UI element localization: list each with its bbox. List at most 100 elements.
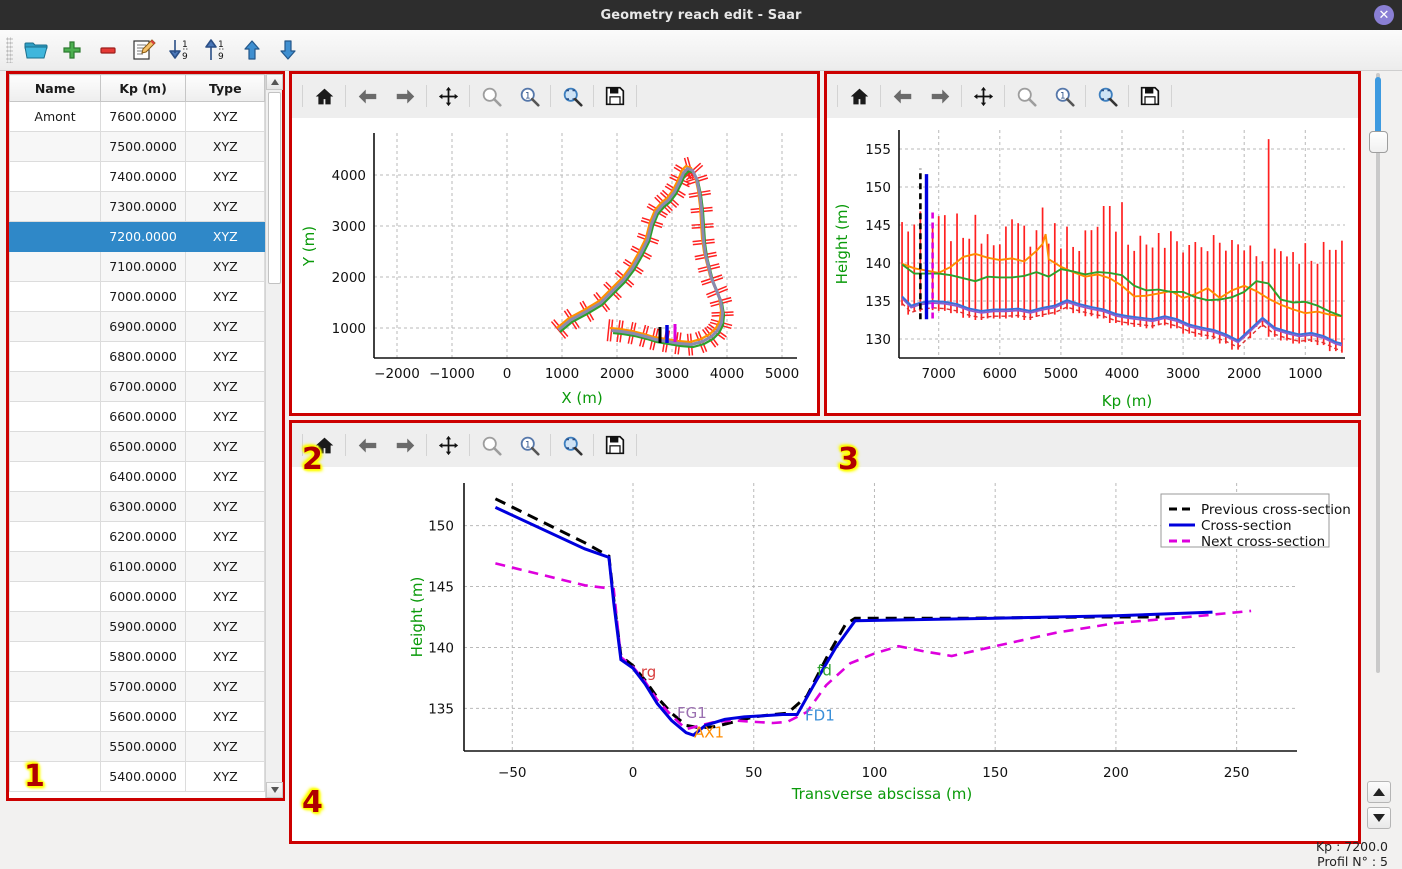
cell-type[interactable]: XYZ (185, 371, 266, 402)
cell-name[interactable] (9, 371, 102, 402)
table-row[interactable]: 5400.0000 XYZ (9, 761, 266, 792)
cell-kp[interactable]: 7300.0000 (100, 191, 187, 222)
forward-button[interactable] (386, 427, 424, 463)
cell-kp[interactable]: 6800.0000 (100, 341, 187, 372)
cell-type[interactable]: XYZ (185, 251, 266, 282)
scrollbar-thumb[interactable] (268, 92, 282, 284)
cell-type[interactable]: XYZ (185, 671, 266, 702)
pan-button[interactable] (964, 78, 1002, 114)
cell-kp[interactable]: 6400.0000 (100, 461, 187, 492)
zoom-rect-button[interactable] (553, 427, 591, 463)
save-figure-button[interactable] (1131, 78, 1169, 114)
cell-name[interactable] (9, 611, 102, 642)
cell-name[interactable] (9, 581, 102, 612)
cell-name[interactable] (9, 251, 102, 282)
close-icon[interactable]: ✕ (1374, 5, 1394, 25)
table-row[interactable]: 6000.0000 XYZ (9, 581, 266, 612)
cell-kp[interactable]: 7100.0000 (100, 251, 187, 282)
zoom-out-button[interactable] (1007, 78, 1045, 114)
forward-button[interactable] (921, 78, 959, 114)
plan-view-canvas[interactable]: −2000 −1000 0 1000 2000 3000 4000 5000 1… (292, 118, 817, 413)
table-row[interactable]: 5700.0000 XYZ (9, 671, 266, 702)
cell-kp[interactable]: 5500.0000 (100, 731, 187, 762)
add-button[interactable] (55, 34, 89, 66)
scroll-up-arrow-icon[interactable] (266, 74, 284, 90)
cell-name[interactable] (9, 281, 102, 312)
home-button[interactable] (840, 78, 878, 114)
table-row[interactable]: 6500.0000 XYZ (9, 431, 266, 462)
column-header-type[interactable]: Type (185, 74, 266, 102)
cell-name[interactable] (9, 131, 102, 162)
spin-up-button[interactable] (1367, 781, 1391, 803)
cell-kp[interactable]: 5400.0000 (100, 761, 187, 792)
cell-name[interactable] (9, 731, 102, 762)
table-row[interactable]: 5900.0000 XYZ (9, 611, 266, 642)
table-row[interactable]: 6200.0000 XYZ (9, 521, 266, 552)
table-row[interactable]: 7500.0000 XYZ (9, 131, 266, 162)
table-row[interactable]: 6800.0000 XYZ (9, 341, 266, 372)
table-row[interactable]: 6400.0000 XYZ (9, 461, 266, 492)
cell-type[interactable]: XYZ (185, 101, 266, 132)
zoom-out-button[interactable] (472, 427, 510, 463)
cell-name[interactable] (9, 431, 102, 462)
cell-type[interactable]: XYZ (185, 551, 266, 582)
cell-kp[interactable]: 7200.0000 (100, 221, 187, 252)
cell-kp[interactable]: 6600.0000 (100, 401, 187, 432)
cell-kp[interactable]: 6100.0000 (100, 551, 187, 582)
table-row[interactable]: 6300.0000 XYZ (9, 491, 266, 522)
cell-type[interactable]: XYZ (185, 611, 266, 642)
zoom-one-button[interactable]: 1 (1045, 78, 1083, 114)
cell-type[interactable]: XYZ (185, 191, 266, 222)
table-row[interactable]: 5500.0000 XYZ (9, 731, 266, 762)
cell-kp[interactable]: 5800.0000 (100, 641, 187, 672)
profile-slider[interactable] (1368, 73, 1388, 673)
table-row[interactable]: 7000.0000 XYZ (9, 281, 266, 312)
save-figure-button[interactable] (596, 427, 634, 463)
table-row[interactable]: 6600.0000 XYZ (9, 401, 266, 432)
cell-kp[interactable]: 6200.0000 (100, 521, 187, 552)
cell-type[interactable]: XYZ (185, 761, 266, 792)
cell-kp[interactable]: 7000.0000 (100, 281, 187, 312)
cell-name[interactable] (9, 551, 102, 582)
table-row[interactable]: Amont 7600.0000 XYZ (9, 101, 266, 132)
back-button[interactable] (348, 78, 386, 114)
remove-button[interactable] (91, 34, 125, 66)
table-row[interactable]: 7300.0000 XYZ (9, 191, 266, 222)
cell-kp[interactable]: 5700.0000 (100, 671, 187, 702)
zoom-one-button[interactable]: 1 (510, 78, 548, 114)
cell-type[interactable]: XYZ (185, 401, 266, 432)
spin-down-button[interactable] (1367, 807, 1391, 829)
cell-type[interactable]: XYZ (185, 131, 266, 162)
table-row[interactable]: 6900.0000 XYZ (9, 311, 266, 342)
cell-type[interactable]: XYZ (185, 281, 266, 312)
forward-button[interactable] (386, 78, 424, 114)
home-button[interactable] (305, 427, 343, 463)
sort-up-1-9-button[interactable]: 1 9 (199, 34, 233, 66)
table-row[interactable]: 6100.0000 XYZ (9, 551, 266, 582)
zoom-rect-button[interactable] (553, 78, 591, 114)
cell-name[interactable] (9, 191, 102, 222)
cell-kp[interactable]: 6500.0000 (100, 431, 187, 462)
cell-kp[interactable]: 7400.0000 (100, 161, 187, 192)
table-row[interactable]: 5600.0000 XYZ (9, 701, 266, 732)
arrow-down-button[interactable] (271, 34, 305, 66)
cell-type[interactable]: XYZ (185, 581, 266, 612)
cell-name[interactable] (9, 641, 102, 672)
save-figure-button[interactable] (596, 78, 634, 114)
table-row[interactable]: 5800.0000 XYZ (9, 641, 266, 672)
cell-kp[interactable]: 7500.0000 (100, 131, 187, 162)
cell-name[interactable] (9, 701, 102, 732)
longitudinal-profile-canvas[interactable]: 7000 6000 5000 4000 3000 2000 1000 130 135 140 14… (827, 118, 1358, 413)
home-button[interactable] (305, 78, 343, 114)
cell-type[interactable]: XYZ (185, 461, 266, 492)
cell-name[interactable] (9, 311, 102, 342)
cell-kp[interactable]: 7600.0000 (100, 101, 187, 132)
zoom-one-button[interactable]: 1 (510, 427, 548, 463)
zoom-rect-button[interactable] (1088, 78, 1126, 114)
arrow-up-button[interactable] (235, 34, 269, 66)
column-header-kp[interactable]: Kp (m) (100, 74, 187, 102)
slider-track[interactable] (1376, 73, 1380, 673)
cell-type[interactable]: XYZ (185, 221, 266, 252)
cell-type[interactable]: XYZ (185, 311, 266, 342)
pan-button[interactable] (429, 427, 467, 463)
